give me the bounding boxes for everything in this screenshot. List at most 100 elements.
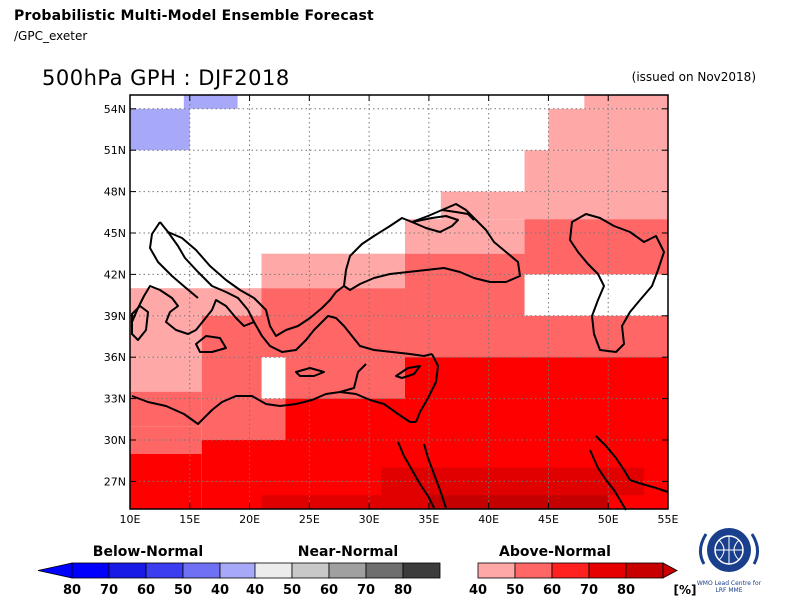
lon-tick-label: 10E bbox=[120, 513, 141, 526]
lat-tick-label: 45N bbox=[104, 227, 126, 240]
probability-cell-above-40-50 bbox=[130, 357, 202, 392]
coastlines bbox=[131, 203, 669, 511]
coastline-cyprus bbox=[395, 365, 421, 379]
probability-cell-above-50-60 bbox=[261, 288, 405, 358]
legend-below-tick: 40 bbox=[211, 583, 229, 598]
coastline-italy-adriatic bbox=[131, 221, 255, 335]
probability-cell-above-50-60 bbox=[404, 315, 668, 358]
probability-cell-above-40-50 bbox=[524, 150, 668, 192]
lon-tick-label: 45E bbox=[538, 513, 559, 526]
legend-below-tick: 70 bbox=[100, 583, 118, 598]
coastline-crimea bbox=[411, 215, 459, 233]
coastline-caspian bbox=[569, 213, 665, 353]
logo-line-1: WMO Lead Centre for bbox=[696, 580, 762, 587]
lat-tick-label: 54N bbox=[104, 103, 126, 116]
lat-tick-label: 42N bbox=[104, 268, 126, 281]
coastline-persian-gulf bbox=[595, 435, 669, 493]
coastline-balkans bbox=[167, 231, 345, 337]
figure-title: Probabilistic Multi-Model Ensemble Forec… bbox=[14, 8, 374, 24]
probability-cell-above-40-50 bbox=[548, 108, 668, 151]
lat-tick-label: 30N bbox=[104, 434, 126, 447]
lon-tick-label: 20E bbox=[239, 513, 260, 526]
legend-below-arrow bbox=[37, 562, 73, 579]
legend-below-swatch bbox=[108, 562, 147, 579]
legend-above-swatch bbox=[477, 562, 516, 579]
map-axes: 54N 51N 48N 45N 42N 39N 36N 33N 30N 27N 10E 15E 20E 2… bbox=[104, 95, 679, 526]
probability-cell-above-50-60 bbox=[130, 426, 202, 454]
lon-tick-label: 35E bbox=[418, 513, 439, 526]
probability-cell-above-40-50 bbox=[130, 288, 262, 316]
lat-tick-label: 51N bbox=[104, 144, 126, 157]
coastline-azov bbox=[441, 209, 475, 221]
legend-near-swatch bbox=[402, 562, 441, 579]
issued-date-label: (issued on Nov2018) bbox=[631, 70, 756, 84]
coastline-egypt bbox=[339, 391, 416, 423]
coastline-italy-west bbox=[149, 221, 199, 299]
legend-near-tick: 60 bbox=[320, 583, 338, 598]
legend-below-tick: 60 bbox=[137, 583, 155, 598]
legend-above-swatch bbox=[514, 562, 553, 579]
legend-above-swatch bbox=[588, 562, 627, 579]
legend-above-tick: 40 bbox=[469, 583, 487, 598]
source-label: /GPC_exeter bbox=[14, 29, 88, 43]
lon-tick-label: 25E bbox=[299, 513, 320, 526]
probability-cell-above-50-60 bbox=[524, 219, 668, 275]
legend-unit-label: [%] bbox=[674, 583, 697, 597]
legend-above-title: Above-Normal bbox=[499, 544, 611, 560]
legend-above-tick: 60 bbox=[543, 583, 561, 598]
coastline-red-sea bbox=[397, 441, 435, 509]
legend-below-tick: 80 bbox=[63, 583, 81, 598]
lon-tick-label: 30E bbox=[359, 513, 380, 526]
legend-near-tick: 80 bbox=[394, 583, 412, 598]
lon-tick-label: 55E bbox=[658, 513, 679, 526]
legend: Below-Normal 80 70 60 50 40 Near-Normal 40 50 60 7… bbox=[37, 544, 697, 598]
legend-near-title: Near-Normal bbox=[298, 544, 398, 560]
coastline-sardinia bbox=[131, 305, 149, 341]
coastline-black-sea bbox=[343, 203, 521, 291]
coastline-sicily bbox=[195, 335, 227, 353]
probability-cell-below-40-50 bbox=[130, 108, 190, 151]
probability-cell-above-80-100 bbox=[428, 495, 609, 509]
legend-below-swatch bbox=[182, 562, 221, 579]
probability-cell-above-40-50 bbox=[440, 191, 668, 220]
probability-cell-above-40-50 bbox=[404, 219, 525, 254]
legend-near-swatch bbox=[291, 562, 330, 579]
probability-cell-above-60-70 bbox=[285, 398, 405, 440]
legend-near-swatch bbox=[365, 562, 404, 579]
coastline-red-sea-east bbox=[423, 443, 447, 509]
lat-tick-label: 48N bbox=[104, 186, 126, 199]
coastline-crete bbox=[295, 367, 325, 377]
legend-above-swatch bbox=[551, 562, 590, 579]
coastline-greece-aegean bbox=[253, 315, 433, 357]
probability-cell-above-40-50 bbox=[261, 253, 405, 289]
variable-period-label: 500hPa GPH : DJF2018 bbox=[42, 66, 290, 90]
probability-cell-above-60-70 bbox=[130, 453, 202, 509]
legend-below-title: Below-Normal bbox=[93, 544, 203, 560]
map-frame bbox=[129, 94, 669, 510]
lon-tick-label: 40E bbox=[478, 513, 499, 526]
lat-tick-label: 36N bbox=[104, 351, 126, 364]
logo-line-2: LRF MME bbox=[715, 587, 743, 594]
lon-tick-label: 50E bbox=[598, 513, 619, 526]
lon-tick-label: 15E bbox=[179, 513, 200, 526]
map-gridlines bbox=[130, 95, 668, 509]
legend-above-tick: 50 bbox=[506, 583, 524, 598]
legend-above-swatch bbox=[625, 562, 664, 579]
legend-near-swatch bbox=[328, 562, 367, 579]
lat-tick-label: 27N bbox=[104, 475, 126, 488]
probability-cell-above-50-60 bbox=[130, 391, 202, 427]
legend-near-tick: 70 bbox=[357, 583, 375, 598]
legend-near-swatch bbox=[254, 562, 293, 579]
wmo-emblem-icon bbox=[699, 528, 759, 572]
probability-cell-above-40-50 bbox=[584, 95, 668, 109]
legend-near-tick: 40 bbox=[246, 583, 264, 598]
coastline-arabia-gulf bbox=[589, 449, 627, 511]
legend-below-swatch bbox=[145, 562, 184, 579]
legend-above-tick: 70 bbox=[580, 583, 598, 598]
legend-above-arrow bbox=[662, 562, 678, 579]
probability-cell-below-40-50 bbox=[183, 95, 238, 109]
legend-below-swatch bbox=[219, 562, 258, 579]
wmo-logo: WMO Lead Centre for LRF MME bbox=[686, 524, 772, 598]
legend-below-tick: 50 bbox=[174, 583, 192, 598]
